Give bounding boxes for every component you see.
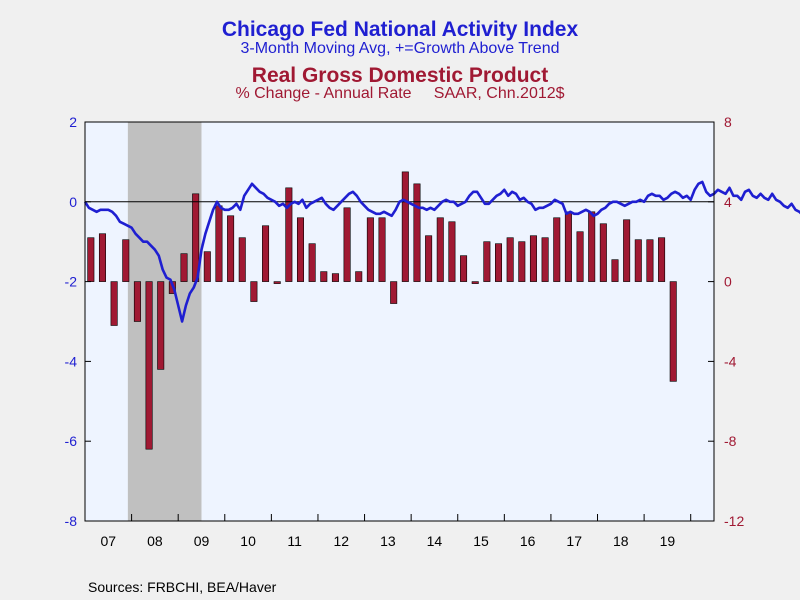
x-axis-tick-label: 11 xyxy=(287,533,302,549)
gdp-bar xyxy=(273,281,281,284)
cfnai-line xyxy=(83,180,800,323)
gdp-bar xyxy=(215,205,223,282)
gdp-bar xyxy=(87,237,95,282)
x-axis-tick-label: 09 xyxy=(194,533,210,549)
x-axis-tick-label: 13 xyxy=(380,533,396,549)
gdp-bar xyxy=(203,251,211,282)
right-axis-tick-label: 8 xyxy=(724,114,732,130)
gdp-bar xyxy=(343,207,351,282)
x-axis-tick-label: 10 xyxy=(240,533,256,549)
gdp-bar xyxy=(390,281,398,304)
chart-subtitle-secondary: % Change - Annual Rate SAAR, Chn.2012$ xyxy=(235,85,565,102)
gdp-bar xyxy=(145,281,153,450)
gdp-bar xyxy=(506,237,514,282)
gdp-bar xyxy=(588,211,596,282)
gdp-bar xyxy=(634,239,642,282)
gdp-bar xyxy=(238,237,246,282)
gdp-bar xyxy=(110,281,118,326)
gdp-bar xyxy=(401,171,409,282)
gdp-bar xyxy=(518,241,526,282)
gdp-bar xyxy=(495,243,503,282)
gdp-bar xyxy=(227,215,235,282)
gdp-bar xyxy=(564,211,572,282)
chart-title-secondary: Real Gross Domestic Product xyxy=(251,64,549,87)
gdp-bar xyxy=(529,235,537,282)
plot-frame xyxy=(84,121,715,522)
gdp-bar xyxy=(413,183,421,282)
left-axis-tick-label: -2 xyxy=(65,274,78,290)
left-axis-tick-label: 2 xyxy=(69,114,77,130)
chart-title-primary: Chicago Fed National Activity Index xyxy=(221,18,579,41)
x-axis-tick-label: 18 xyxy=(613,533,629,549)
gdp-bar xyxy=(320,271,328,282)
x-axis-tick-label: 17 xyxy=(566,533,582,549)
gdp-bar xyxy=(366,217,374,282)
gdp-bar xyxy=(623,219,631,282)
gdp-bar xyxy=(285,187,293,282)
left-axis-tick-label: -8 xyxy=(65,513,78,529)
gdp-bar xyxy=(180,253,188,282)
x-axis-tick-label: 19 xyxy=(660,533,676,549)
left-axis-tick-label: -6 xyxy=(65,433,78,449)
source-note: Sources: FRBCHI, BEA/Haver xyxy=(88,579,277,595)
gdp-bar xyxy=(378,217,386,282)
right-axis-tick-label: -8 xyxy=(724,433,737,449)
right-axis-tick-label: 4 xyxy=(724,194,732,210)
right-axis-tick-label: -12 xyxy=(724,513,744,529)
right-axis-tick-label: 0 xyxy=(724,274,732,290)
gdp-bar xyxy=(308,243,316,282)
gdp-bar xyxy=(460,255,468,282)
right-axis-tick-label: -4 xyxy=(724,353,737,369)
gdp-bar xyxy=(425,235,433,282)
gdp-bar xyxy=(296,217,304,282)
gdp-bar xyxy=(658,237,666,282)
left-axis-tick-label: 0 xyxy=(69,194,77,210)
x-axis-tick-label: 08 xyxy=(147,533,163,549)
x-axis-tick-label: 12 xyxy=(333,533,349,549)
gdp-bar xyxy=(599,223,607,282)
gdp-bar xyxy=(576,231,584,282)
gdp-bar xyxy=(541,237,549,282)
gdp-bar xyxy=(355,271,363,282)
gdp-bar xyxy=(471,281,479,284)
gdp-bar xyxy=(669,281,677,382)
gdp-bar xyxy=(250,281,258,302)
chart-subtitle-primary: 3-Month Moving Avg, +=Growth Above Trend xyxy=(240,40,560,57)
gdp-bar xyxy=(331,273,339,282)
gdp-bar xyxy=(611,259,619,282)
gdp-bar xyxy=(483,241,491,282)
left-axis-tick-label: -4 xyxy=(65,353,78,369)
x-axis-tick-label: 14 xyxy=(427,533,443,549)
gdp-bar xyxy=(133,281,141,322)
gdp-bar xyxy=(436,217,444,282)
gdp-bar xyxy=(646,239,654,282)
gdp-bar xyxy=(448,221,456,282)
x-axis-tick-label: 16 xyxy=(520,533,536,549)
gdp-bar xyxy=(157,281,165,370)
x-axis-tick-label: 07 xyxy=(101,533,117,549)
gdp-bar xyxy=(553,217,561,282)
gdp-bar xyxy=(262,225,270,282)
gdp-bar xyxy=(98,233,106,282)
x-axis-tick-label: 15 xyxy=(473,533,489,549)
gdp-bar xyxy=(122,239,130,282)
